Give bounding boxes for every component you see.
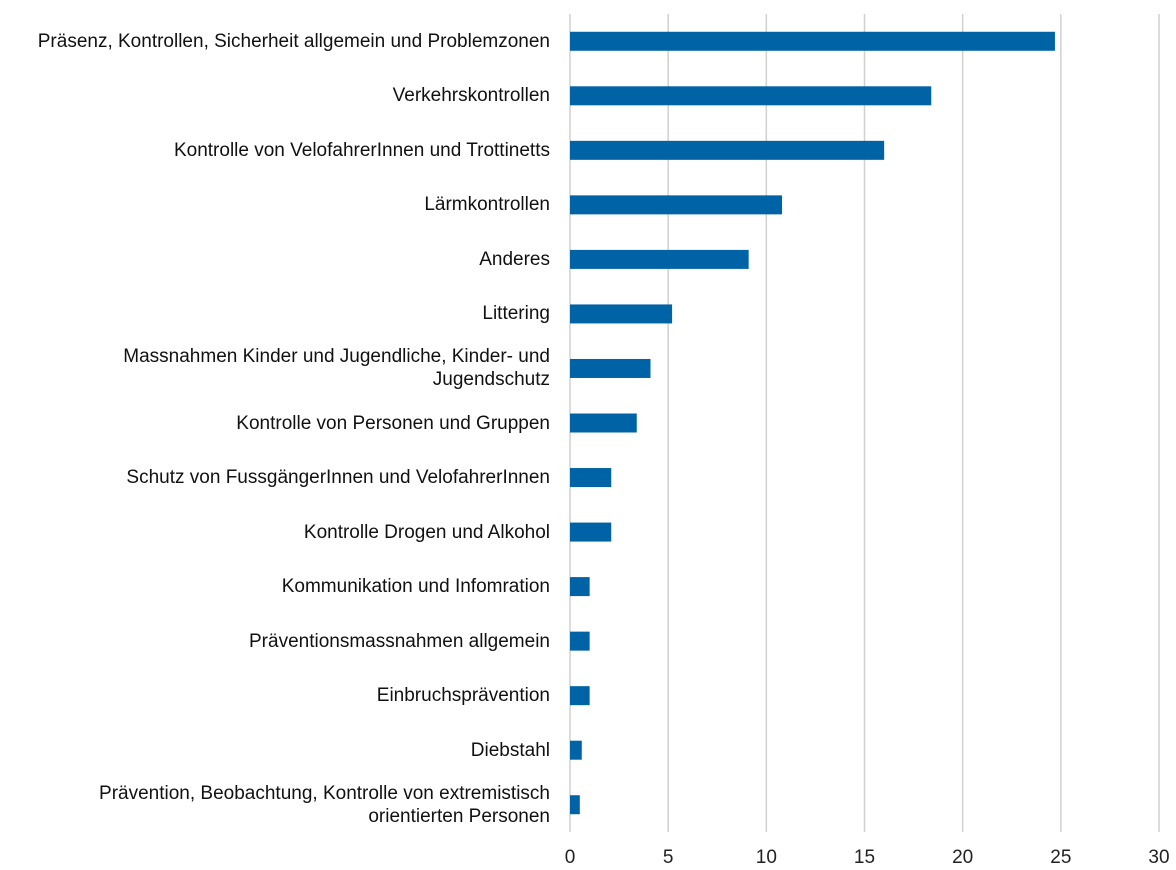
category-label: Littering	[482, 303, 550, 325]
bar	[570, 86, 932, 106]
x-tick-label: 20	[952, 847, 973, 868]
bar	[570, 413, 637, 433]
bar	[570, 631, 590, 651]
category-label: Diebstahl	[470, 739, 550, 761]
bar	[570, 31, 1055, 51]
bar	[570, 195, 783, 215]
category-label: Kommunikation und Infomration	[281, 576, 550, 598]
x-tick-label: 30	[1148, 847, 1169, 868]
category-label: Kontrolle von Personen und Gruppen	[236, 412, 550, 434]
bar	[570, 740, 582, 760]
category-label: Prävention, Beobachtung, Kontrolle von e…	[99, 782, 550, 827]
x-tick-label: 0	[565, 847, 576, 868]
bar	[570, 249, 749, 269]
category-label: Verkehrskontrollen	[392, 85, 550, 107]
bar	[570, 468, 612, 488]
category-label: Massnahmen Kinder und Jugendliche, Kinde…	[123, 346, 550, 391]
category-label: Präventionsmassnahmen allgemein	[249, 630, 550, 652]
bar	[570, 140, 885, 160]
category-label: Schutz von FussgängerInnen und Velofahre…	[126, 467, 550, 489]
x-tick-label: 25	[1050, 847, 1071, 868]
bar	[570, 304, 673, 324]
bar	[570, 686, 590, 706]
category-label: Präsenz, Kontrollen, Sicherheit allgemei…	[37, 30, 550, 52]
bar	[570, 795, 580, 815]
x-tick-label: 10	[756, 847, 777, 868]
category-label: Anderes	[479, 248, 550, 270]
x-tick-label: 15	[854, 847, 875, 868]
category-label: Kontrolle Drogen und Alkohol	[303, 521, 550, 543]
category-label: Lärmkontrollen	[424, 194, 550, 216]
x-tick-label: 5	[663, 847, 674, 868]
bar	[570, 522, 612, 542]
bar	[570, 577, 590, 597]
bar	[570, 358, 651, 378]
category-label: Kontrolle von VelofahrerInnen und Trotti…	[173, 139, 550, 161]
category-label: Einbruchsprävention	[376, 685, 550, 707]
